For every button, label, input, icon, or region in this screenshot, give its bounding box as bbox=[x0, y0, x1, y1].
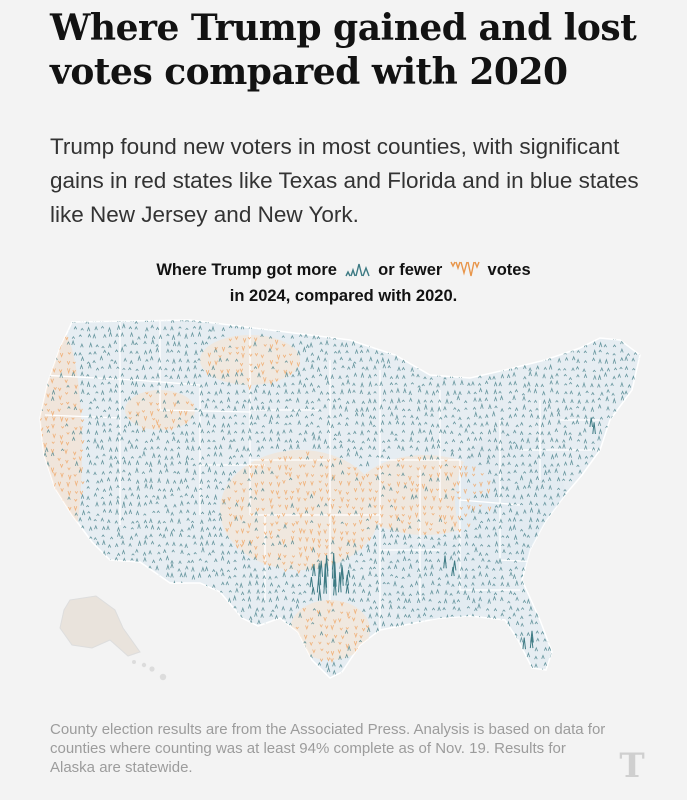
nyt-logo: T bbox=[619, 746, 645, 786]
loss-spikes-icon bbox=[450, 261, 480, 277]
legend-text-fewer: or fewer bbox=[378, 261, 443, 279]
footer-note: County election results are from the Ass… bbox=[50, 721, 606, 776]
hawaii-shape bbox=[132, 660, 167, 681]
legend: Where Trump got more or fewer votes in 2… bbox=[0, 257, 687, 309]
headline: Where Trump gained and lost votes compar… bbox=[50, 7, 637, 93]
legend-text-votes: votes bbox=[487, 261, 531, 279]
legend-line-1: Where Trump got more or fewer votes bbox=[0, 257, 687, 283]
large-gain-spikes bbox=[309, 417, 596, 650]
legend-text-more: Where Trump got more bbox=[156, 261, 337, 279]
gain-spikes-icon bbox=[344, 263, 370, 277]
alaska-shape bbox=[59, 595, 141, 657]
dek: Trump found new voters in most counties,… bbox=[50, 134, 639, 227]
us-county-spike-map bbox=[0, 300, 687, 705]
map-svg bbox=[39, 319, 641, 681]
legend-line-2: in 2024, compared with 2020. bbox=[229, 287, 458, 305]
